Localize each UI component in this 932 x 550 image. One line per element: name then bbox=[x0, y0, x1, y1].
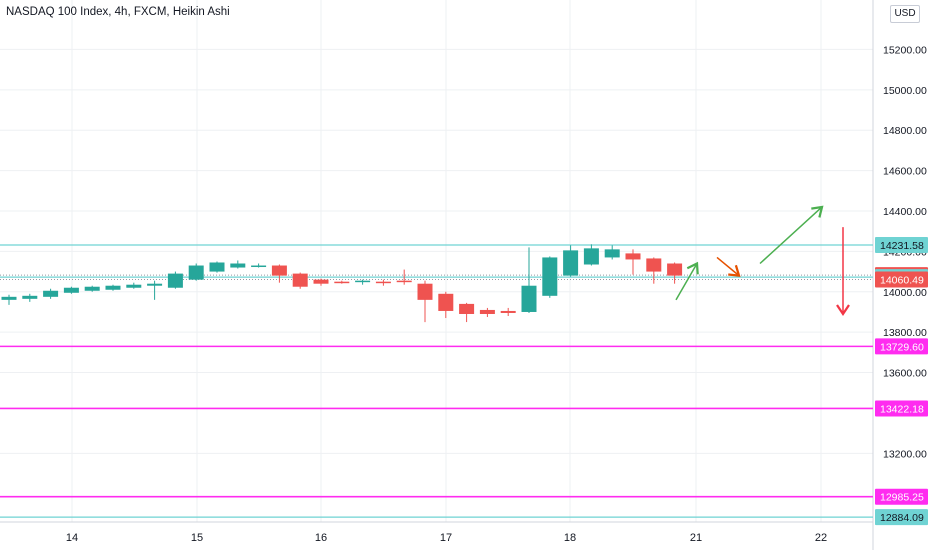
x-tick-label: 15 bbox=[191, 532, 203, 544]
x-tick-label: 16 bbox=[315, 532, 327, 544]
level-label: 14231.58 bbox=[880, 240, 924, 252]
annotation-arrow bbox=[759, 205, 824, 265]
candle-body bbox=[188, 265, 204, 280]
y-tick-label: 14400.00 bbox=[883, 206, 927, 218]
level-label-bg bbox=[875, 271, 928, 288]
level-label-bg bbox=[875, 338, 928, 355]
x-tick-label: 18 bbox=[564, 532, 576, 544]
candle-body bbox=[251, 265, 267, 268]
candle-body bbox=[271, 265, 287, 276]
candle-body bbox=[625, 253, 641, 260]
candle-body bbox=[84, 286, 100, 291]
level-label-bg bbox=[875, 509, 928, 526]
candle-body bbox=[63, 287, 79, 293]
candle-body bbox=[583, 248, 599, 265]
y-tick-label: 15000.00 bbox=[883, 85, 927, 97]
candle-body bbox=[646, 258, 662, 272]
x-tick-label: 21 bbox=[690, 532, 702, 544]
candle-body bbox=[438, 293, 454, 311]
candle-body bbox=[563, 250, 579, 276]
level-label-bg bbox=[875, 237, 928, 254]
candle-body bbox=[500, 310, 516, 313]
candle-body bbox=[334, 281, 350, 284]
y-tick-label: 13800.00 bbox=[883, 327, 927, 339]
level-label: 12884.09 bbox=[880, 512, 924, 524]
candle-body bbox=[667, 263, 683, 276]
candle-body bbox=[147, 283, 163, 286]
candle-body bbox=[209, 262, 225, 272]
candle-body bbox=[521, 285, 537, 312]
candle-body bbox=[105, 285, 121, 290]
candle-body bbox=[126, 284, 142, 288]
candle-body bbox=[417, 283, 433, 300]
y-tick-label: 14600.00 bbox=[883, 166, 927, 178]
candle-body bbox=[22, 295, 38, 299]
candle-body bbox=[292, 273, 308, 287]
y-tick-label: 13200.00 bbox=[883, 448, 927, 460]
x-tick-label: 22 bbox=[815, 532, 827, 544]
candle-body bbox=[1, 296, 17, 300]
level-label-bg bbox=[875, 488, 928, 505]
candle-body bbox=[167, 273, 183, 288]
candle-body bbox=[375, 281, 391, 284]
chart-title: NASDAQ 100 Index, 4h, FXCM, Heikin Ashi bbox=[6, 6, 230, 18]
candle-body bbox=[355, 280, 371, 283]
level-label-bg bbox=[875, 400, 928, 417]
x-tick-label: 17 bbox=[440, 532, 452, 544]
currency-badge[interactable]: USD bbox=[890, 5, 920, 23]
level-label: 14060.49 bbox=[880, 275, 924, 287]
y-tick-label: 14000.00 bbox=[883, 287, 927, 299]
y-tick-label: 14800.00 bbox=[883, 125, 927, 137]
candle-body bbox=[542, 257, 558, 296]
candle-body bbox=[604, 249, 620, 258]
candle-body bbox=[459, 303, 475, 314]
level-label: 13729.60 bbox=[880, 341, 924, 353]
y-tick-label: 13600.00 bbox=[883, 368, 927, 380]
level-label: 13422.18 bbox=[880, 403, 924, 415]
annotation-arrow bbox=[716, 256, 741, 277]
candle-body bbox=[230, 263, 246, 268]
candle-body bbox=[479, 309, 495, 314]
level-label: 12985.25 bbox=[880, 492, 924, 504]
candle-body bbox=[313, 279, 329, 284]
y-tick-label: 15200.00 bbox=[883, 44, 927, 56]
annotation-arrow bbox=[675, 261, 699, 301]
candle-body bbox=[396, 280, 412, 283]
x-tick-label: 14 bbox=[66, 532, 78, 544]
candle-body bbox=[43, 290, 59, 297]
